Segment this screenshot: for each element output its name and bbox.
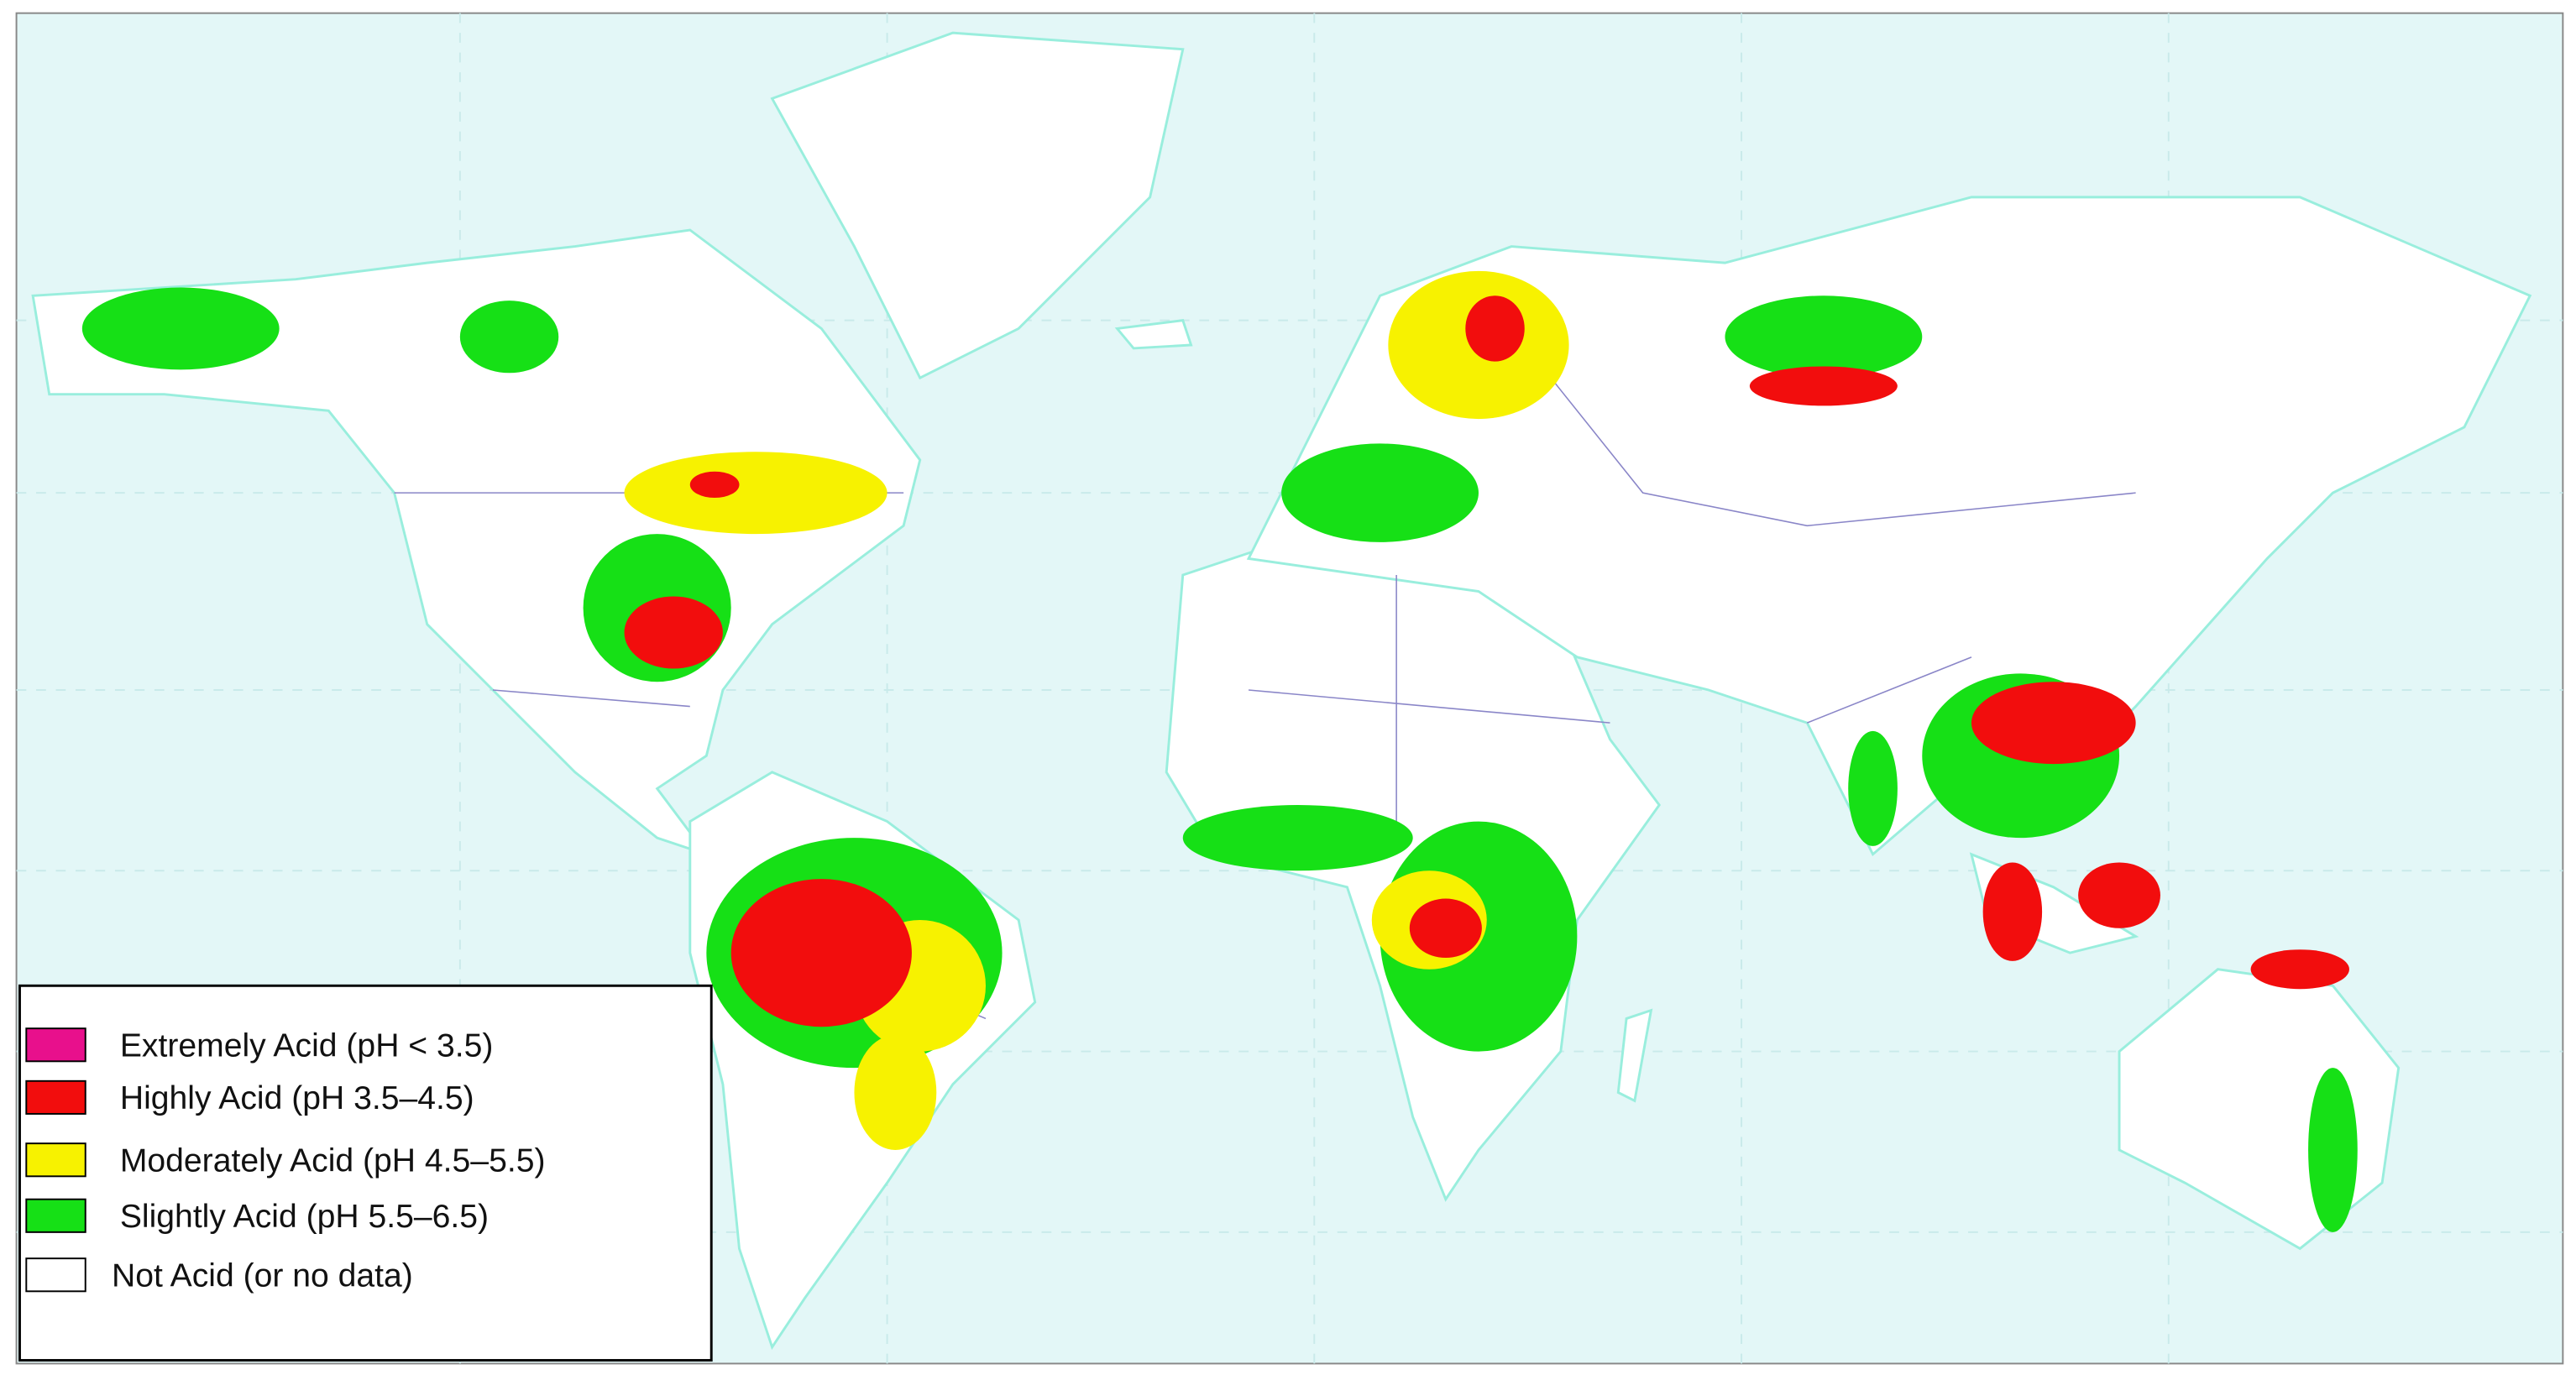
region xyxy=(730,879,912,1027)
region xyxy=(624,596,723,669)
legend-swatch xyxy=(25,1198,86,1233)
region xyxy=(1971,682,2136,765)
legend-label: Slightly Acid (pH 5.5–6.5) xyxy=(120,1199,489,1235)
region xyxy=(1725,295,1923,379)
legend-swatch xyxy=(25,1142,86,1178)
legend-label: Highly Acid (pH 3.5–4.5) xyxy=(120,1080,474,1116)
legend: Extremely Acid (pH < 3.5) Highly Acid (pH… xyxy=(25,1027,546,1294)
region xyxy=(1848,730,1898,846)
region xyxy=(1182,805,1413,871)
region xyxy=(2078,862,2160,928)
region xyxy=(1465,295,1525,362)
region xyxy=(81,287,280,370)
legend-label: Extremely Acid (pH < 3.5) xyxy=(120,1027,494,1064)
acidity-regions xyxy=(81,270,2358,1232)
region xyxy=(1409,898,1482,959)
region xyxy=(459,301,559,374)
region xyxy=(689,471,740,499)
region xyxy=(1281,443,1479,542)
legend-box xyxy=(18,984,713,1362)
region xyxy=(1982,862,2043,961)
legend-swatch xyxy=(25,1027,86,1063)
legend-label: Not Acid (or no data) xyxy=(112,1257,413,1294)
legend-swatch xyxy=(25,1079,86,1115)
region xyxy=(1749,366,1898,406)
legend-label: Moderately Acid (pH 4.5–5.5) xyxy=(120,1142,546,1179)
region xyxy=(624,452,887,535)
region xyxy=(854,1035,937,1150)
legend-swatch xyxy=(25,1257,86,1293)
region xyxy=(2308,1068,2358,1232)
region xyxy=(2250,949,2349,990)
